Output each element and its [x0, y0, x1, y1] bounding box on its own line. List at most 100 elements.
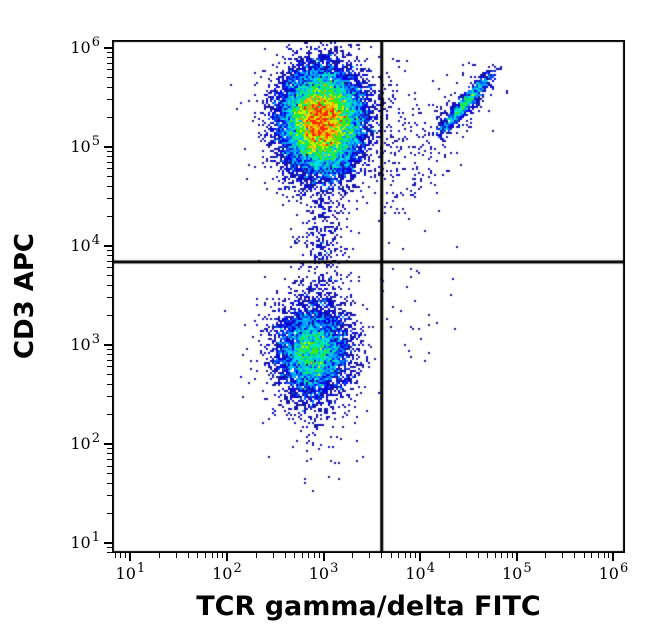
x-major-tick: [515, 553, 518, 561]
y-minor-tick: [107, 354, 112, 356]
x-minor-tick: [477, 553, 479, 558]
y-minor-tick: [107, 383, 112, 385]
x-minor-tick: [501, 553, 503, 558]
x-minor-tick: [125, 553, 127, 558]
x-minor-tick: [465, 553, 467, 558]
y-minor-tick: [107, 51, 112, 53]
x-minor-tick: [318, 553, 320, 558]
x-minor-tick: [608, 553, 610, 558]
y-major-tick: [104, 145, 112, 148]
x-minor-tick: [448, 553, 450, 558]
y-minor-tick: [107, 465, 112, 467]
y-minor-tick: [107, 86, 112, 88]
y-minor-tick: [107, 250, 112, 252]
x-minor-tick: [120, 553, 122, 558]
y-tick-label: 106: [70, 34, 100, 57]
y-minor-tick: [107, 275, 112, 277]
x-minor-tick: [603, 553, 605, 558]
y-minor-tick: [107, 413, 112, 415]
x-minor-tick: [352, 553, 354, 558]
y-minor-tick: [107, 495, 112, 497]
y-minor-tick: [107, 366, 112, 368]
x-major-tick: [612, 553, 615, 561]
x-minor-tick: [404, 553, 406, 558]
y-minor-tick: [107, 156, 112, 158]
x-minor-tick: [158, 553, 160, 558]
y-tick-label: 103: [70, 332, 100, 355]
y-minor-tick: [107, 198, 112, 200]
y-minor-tick: [107, 458, 112, 460]
y-minor-tick: [107, 168, 112, 170]
y-minor-tick: [107, 161, 112, 163]
y-minor-tick: [107, 255, 112, 257]
y-major-tick: [104, 46, 112, 49]
x-minor-tick: [197, 553, 199, 558]
x-minor-tick: [381, 553, 383, 558]
x-minor-tick: [211, 553, 213, 558]
x-major-tick: [322, 553, 325, 561]
y-major-tick: [104, 443, 112, 446]
x-minor-tick: [222, 553, 224, 558]
y-minor-tick: [107, 297, 112, 299]
x-minor-tick: [188, 553, 190, 558]
y-minor-tick: [107, 284, 112, 286]
x-tick-label: 101: [115, 561, 146, 583]
x-major-tick: [129, 553, 132, 561]
y-minor-tick: [107, 185, 112, 187]
x-minor-tick: [583, 553, 585, 558]
y-tick-label: 101: [70, 530, 100, 553]
x-minor-tick: [506, 553, 508, 558]
y-minor-tick: [107, 552, 112, 554]
y-minor-tick: [107, 99, 112, 101]
y-minor-tick: [107, 396, 112, 398]
x-minor-tick: [494, 553, 496, 558]
x-major-tick: [419, 553, 422, 561]
y-minor-tick: [107, 116, 112, 118]
y-major-tick: [104, 244, 112, 247]
y-minor-tick: [107, 448, 112, 450]
x-minor-tick: [597, 553, 599, 558]
x-minor-tick: [410, 553, 412, 558]
y-tick-label: 102: [70, 431, 100, 454]
y-minor-tick: [107, 69, 112, 71]
x-minor-tick: [511, 553, 513, 558]
x-minor-tick: [487, 553, 489, 558]
y-axis-title: CD3 APC: [10, 232, 40, 360]
x-minor-tick: [293, 553, 295, 558]
x-minor-tick: [390, 553, 392, 558]
y-minor-tick: [107, 150, 112, 152]
y-minor-tick: [107, 453, 112, 455]
y-minor-tick: [107, 62, 112, 64]
x-minor-tick: [217, 553, 219, 558]
y-minor-tick: [107, 349, 112, 351]
y-tick-label: 104: [70, 232, 100, 255]
x-tick-label: 102: [212, 561, 242, 583]
x-axis-title: TCR gamma/delta FITC: [196, 591, 541, 622]
y-minor-tick: [107, 176, 112, 178]
x-minor-tick: [369, 553, 371, 558]
x-minor-tick: [591, 553, 593, 558]
x-minor-tick: [313, 553, 315, 558]
x-tick-label: 103: [308, 561, 339, 583]
x-minor-tick: [398, 553, 400, 558]
y-minor-tick: [107, 215, 112, 217]
y-minor-tick: [107, 267, 112, 269]
scatter-plot-canvas: [112, 40, 625, 553]
x-minor-tick: [574, 553, 576, 558]
x-minor-tick: [205, 553, 207, 558]
y-minor-tick: [107, 260, 112, 262]
y-minor-tick: [107, 374, 112, 376]
x-tick-label: 105: [501, 561, 532, 583]
x-tick-label: 104: [405, 561, 435, 583]
x-tick-label: 106: [598, 561, 629, 583]
y-minor-tick: [107, 57, 112, 59]
x-minor-tick: [301, 553, 303, 558]
x-minor-tick: [415, 553, 417, 558]
y-major-tick: [104, 344, 112, 347]
y-minor-tick: [107, 359, 112, 361]
y-minor-tick: [107, 547, 112, 549]
y-minor-tick: [107, 482, 112, 484]
x-minor-tick: [284, 553, 286, 558]
x-minor-tick: [114, 553, 116, 558]
